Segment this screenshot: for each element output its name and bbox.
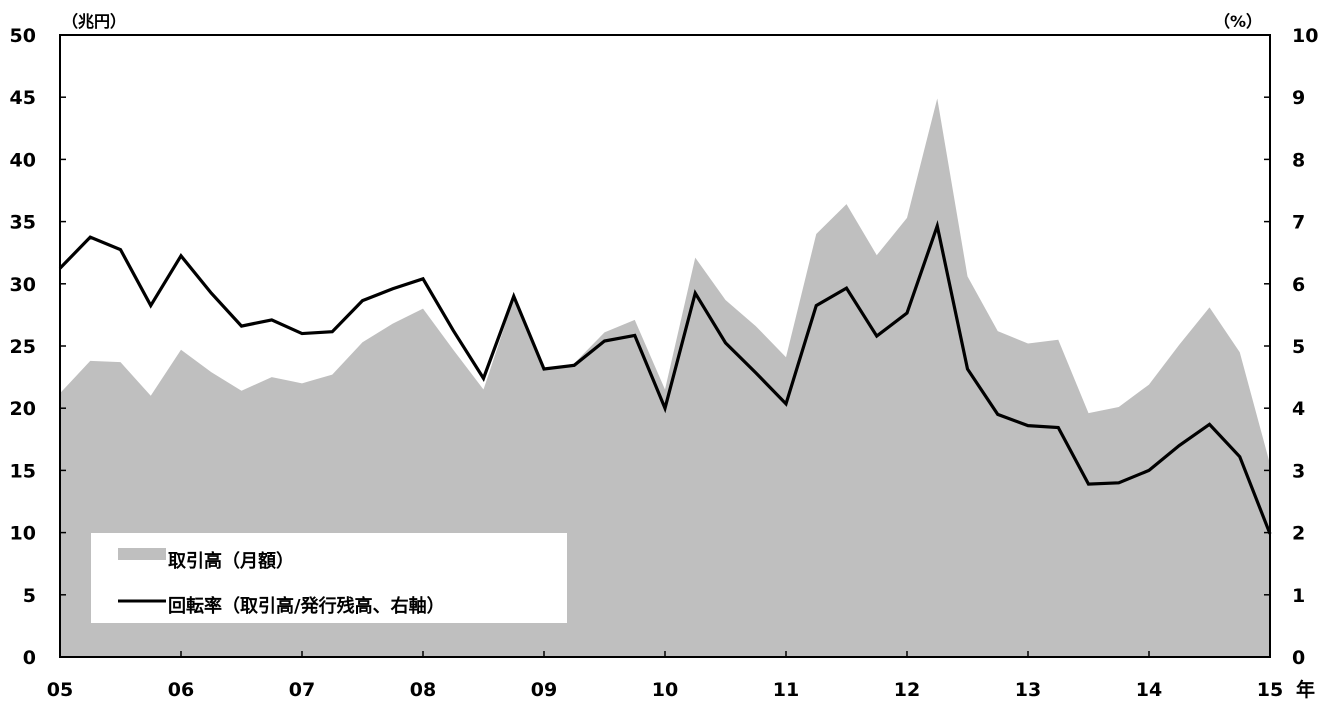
left-tick-label: 30 — [10, 274, 36, 296]
right-tick-label: 5 — [1292, 336, 1305, 358]
right-tick-label: 10 — [1292, 25, 1318, 47]
left-tick-label: 45 — [10, 87, 36, 109]
left-tick-label: 0 — [23, 647, 36, 669]
legend: 取引高（月額） 回転率（取引高/発行残高、右軸） — [91, 533, 567, 623]
x-tick-label: 10 — [652, 679, 678, 701]
left-tick-label: 10 — [10, 523, 36, 545]
left-tick-label: 50 — [10, 25, 36, 47]
right-tick-label: 6 — [1292, 274, 1305, 296]
x-tick-label: 08 — [410, 679, 436, 701]
left-tick-label: 25 — [10, 336, 36, 358]
turnover-rate-line-layer — [58, 219, 1272, 535]
left-axis-unit-label: （兆円） — [62, 12, 126, 31]
x-tick-label: 12 — [894, 679, 920, 701]
right-tick-label: 9 — [1292, 87, 1305, 109]
x-tick-label: 06 — [168, 679, 194, 701]
turnover-rate-line — [58, 219, 1272, 535]
right-tick-label: 3 — [1292, 460, 1305, 482]
volume-area — [60, 98, 1270, 658]
x-tick-label: 09 — [531, 679, 557, 701]
legend-label-volume: 取引高（月額） — [168, 550, 294, 572]
x-axis: 05 06 07 08 09 10 11 12 13 14 15 — [47, 651, 1283, 701]
left-tick-label: 20 — [10, 398, 36, 420]
x-tick-label: 05 — [47, 679, 73, 701]
legend-box — [91, 533, 567, 623]
right-tick-label: 8 — [1292, 149, 1305, 171]
right-tick-label: 7 — [1292, 212, 1305, 234]
x-tick-label: 15 — [1257, 679, 1283, 701]
legend-label-turnover-rate: 回転率（取引高/発行残高、右軸） — [168, 595, 445, 617]
left-tick-label: 15 — [10, 460, 36, 482]
x-tick-label: 13 — [1015, 679, 1041, 701]
right-tick-label: 0 — [1292, 647, 1305, 669]
right-axis-unit-label: （%） — [1214, 12, 1262, 31]
x-axis-unit-label: 年 — [1296, 678, 1315, 701]
right-axis: 0 1 2 3 4 5 6 7 8 9 10 — [1264, 25, 1318, 669]
right-tick-label: 1 — [1292, 585, 1305, 607]
left-tick-label: 5 — [23, 585, 36, 607]
legend-swatch-area — [118, 548, 166, 560]
right-tick-label: 2 — [1292, 523, 1305, 545]
x-tick-label: 11 — [773, 679, 799, 701]
left-tick-label: 35 — [10, 212, 36, 234]
right-tick-label: 4 — [1292, 398, 1305, 420]
turnover-volume-area-layer — [60, 98, 1270, 658]
x-tick-label: 07 — [289, 679, 315, 701]
left-tick-label: 40 — [10, 149, 36, 171]
left-axis: 0 5 10 15 20 25 30 35 40 45 50 — [10, 25, 66, 669]
x-tick-label: 14 — [1136, 679, 1162, 701]
